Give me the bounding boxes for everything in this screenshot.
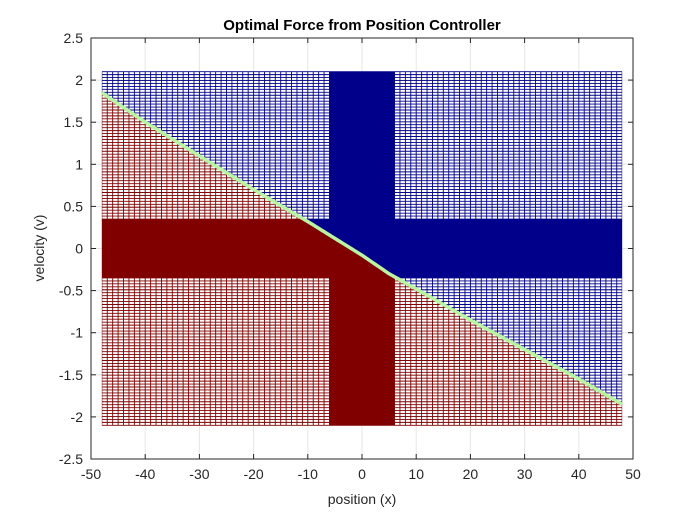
x-tick-label: -20: [243, 466, 263, 482]
y-tick-label: 1: [75, 156, 83, 172]
y-tick-label: -2.5: [59, 451, 83, 467]
x-tick-label: 50: [625, 466, 641, 482]
y-tick-label: 2: [75, 72, 83, 88]
x-tick-label: -40: [135, 466, 155, 482]
x-axis-label: position (x): [328, 491, 396, 507]
plot-content: [100, 71, 624, 426]
y-tick-label: -1: [71, 325, 84, 341]
x-tick-label: 20: [463, 466, 479, 482]
switching-curve: [100, 91, 624, 406]
x-tick-label: -30: [189, 466, 209, 482]
y-tick-label: 0: [75, 241, 83, 257]
x-axis-ticks: -50 -40 -30 -20 -10 0 10 20 30 40 50: [81, 38, 641, 482]
y-tick-label: 1.5: [64, 114, 84, 130]
x-tick-label: -50: [81, 466, 101, 482]
x-tick-label: 10: [408, 466, 424, 482]
x-tick-label: 0: [358, 466, 366, 482]
y-tick-label: 2.5: [64, 30, 84, 46]
y-tick-label: 0.5: [64, 198, 84, 214]
x-tick-label: -10: [298, 466, 318, 482]
y-tick-label: -0.5: [59, 283, 83, 299]
y-axis-ticks: -2.5 -2 -1.5 -1 -0.5 0 0.5 1 1.5 2 2.5: [59, 30, 633, 467]
y-axis-label: velocity (v): [31, 215, 47, 282]
y-tick-label: -2: [71, 409, 84, 425]
x-tick-label: 30: [517, 466, 533, 482]
chart-title: Optimal Force from Position Controller: [223, 17, 501, 34]
y-tick-label: -1.5: [59, 367, 83, 383]
x-tick-label: 40: [571, 466, 587, 482]
